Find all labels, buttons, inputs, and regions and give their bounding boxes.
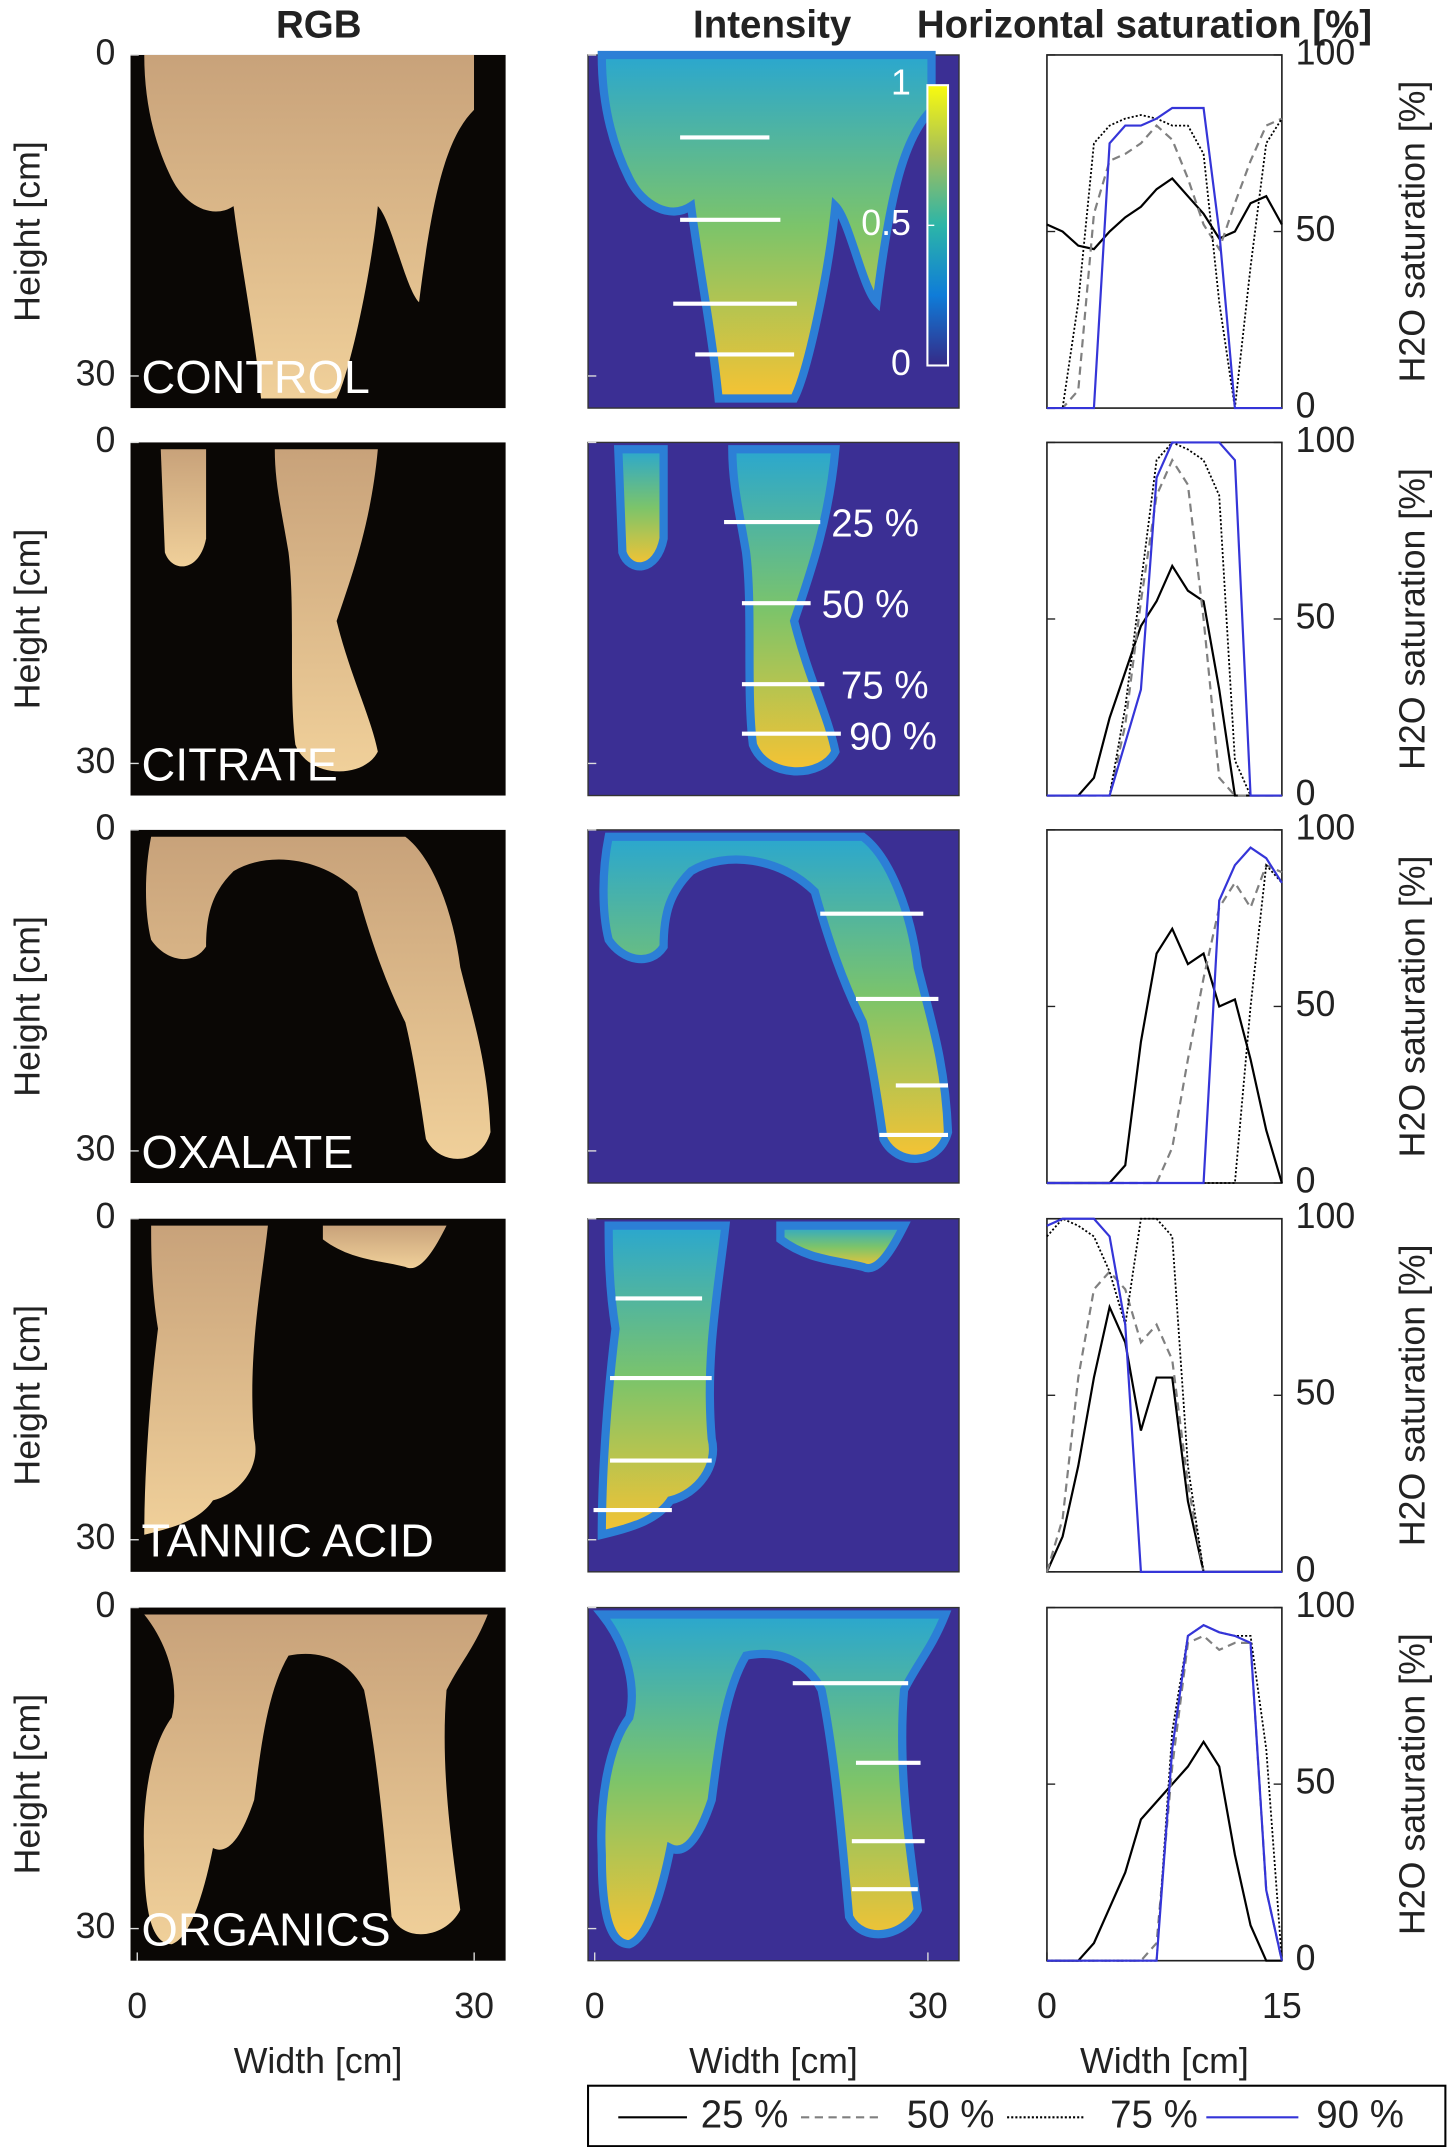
sample-label: CITRATE (142, 738, 338, 790)
y-axis-label: Height [cm] (8, 1694, 48, 1875)
plot-frame (1046, 1606, 1283, 1962)
x-axis-label: Width [cm] (1080, 2041, 1249, 2081)
x-tick-label: 0 (585, 1986, 605, 2026)
y-tick-label: 50 (1296, 1762, 1336, 1802)
rgb-image (130, 1607, 506, 1961)
y-axis-label: Height [cm] (8, 916, 48, 1097)
y-tick-label: 30 (76, 1906, 116, 1946)
sample-label: CONTROL (142, 351, 370, 403)
y-tick-label: 50 (1296, 984, 1336, 1024)
colorbar-tick-label: 0 (891, 343, 911, 383)
y-axis-label: Height [cm] (8, 529, 48, 710)
y-tick-label: 50 (1296, 209, 1336, 249)
level-lines (593, 135, 949, 1892)
y-tick-label: 100 (1296, 1585, 1356, 1625)
y-tick-label: 100 (1296, 420, 1356, 460)
plot-frame (1046, 441, 1283, 797)
intensity-image (587, 55, 960, 409)
legend-box (587, 2084, 1447, 2147)
legend-label: 50 % (907, 2093, 995, 2136)
y-axis-label: H2O saturation [%] (1393, 856, 1433, 1158)
y-tick-label: 0 (1296, 773, 1316, 813)
level-label: 25 % (831, 502, 919, 545)
intensity-image (587, 441, 960, 797)
x-tick-label: 15 (1262, 1986, 1302, 2026)
sample-label: ORGANICS (142, 1904, 391, 1956)
sample-label: TANNIC ACID (142, 1515, 434, 1567)
x-axis-label: Width [cm] (689, 2041, 858, 2081)
y-tick-label: 50 (1296, 596, 1336, 636)
rgb-image (130, 54, 506, 409)
x-tick-label: 30 (908, 1986, 948, 2026)
saturation-line (1046, 1217, 1282, 1573)
y-tick-label: 0 (96, 1196, 116, 1236)
rgb-image (130, 829, 506, 1184)
y-tick-label: 100 (1296, 32, 1356, 72)
colorbar-tick-label: 1 (891, 63, 911, 103)
y-axis-label: Height [cm] (8, 1305, 48, 1486)
y-axis-label: Height [cm] (8, 141, 48, 322)
y-tick-label: 30 (76, 353, 116, 393)
y-tick-label: 0 (96, 807, 116, 847)
x-tick-label: 30 (454, 1986, 494, 2026)
saturation-line (1046, 441, 1282, 797)
column-title: Intensity (693, 4, 852, 47)
saturation-line (1046, 117, 1283, 410)
colorbar-tick-label: 0.5 (861, 203, 911, 243)
saturation-line (1046, 114, 1283, 409)
y-tick-label: 30 (76, 741, 116, 781)
y-tick-label: 0 (96, 420, 116, 460)
intensity-image (587, 1218, 960, 1573)
y-tick-label: 50 (1296, 1373, 1336, 1413)
y-axis-label: H2O saturation [%] (1393, 468, 1433, 770)
y-tick-label: 30 (76, 1128, 116, 1168)
level-label: 50 % (822, 583, 910, 626)
intensity-image (587, 1606, 960, 1962)
rgb-image (130, 1218, 506, 1572)
level-label: 75 % (841, 665, 929, 708)
legend-label: 25 % (701, 2093, 789, 2136)
y-axis-label: H2O saturation [%] (1393, 81, 1433, 383)
saturation-line (1046, 106, 1282, 410)
x-tick-label: 0 (1037, 1986, 1057, 2026)
saturation-line (1046, 863, 1283, 1185)
rgb-image (130, 442, 506, 796)
y-tick-label: 30 (76, 1517, 116, 1557)
y-tick-label: 100 (1296, 1196, 1356, 1236)
y-tick-label: 0 (1296, 1160, 1316, 1200)
level-label: 90 % (849, 715, 937, 758)
y-tick-label: 0 (96, 32, 116, 72)
column-title: Horizontal saturation [%] (917, 4, 1372, 47)
y-tick-label: 0 (1296, 1938, 1316, 1978)
y-tick-label: 100 (1296, 807, 1356, 847)
saturation-line (1046, 1739, 1282, 1962)
saturation-line (1046, 177, 1283, 251)
y-tick-label: 0 (1296, 1549, 1316, 1589)
x-axis-label: Width [cm] (234, 2041, 403, 2081)
legend-label: 90 % (1316, 2093, 1404, 2136)
intensity-image (587, 829, 960, 1184)
legend-label: 75 % (1110, 2093, 1198, 2136)
saturation-line (1046, 457, 1282, 797)
y-tick-label: 0 (96, 1585, 116, 1625)
sample-label: OXALATE (142, 1126, 354, 1178)
y-axis-label: H2O saturation [%] (1393, 1633, 1433, 1935)
plot-frame (1046, 1217, 1283, 1573)
saturation-line (1046, 846, 1283, 1185)
column-title: RGB (276, 4, 361, 47)
y-tick-label: 0 (1296, 386, 1316, 426)
saturation-line (1046, 1623, 1283, 1962)
x-tick-label: 0 (127, 1986, 147, 2026)
y-axis-label: H2O saturation [%] (1393, 1244, 1433, 1546)
plot-frame (1046, 829, 1283, 1184)
